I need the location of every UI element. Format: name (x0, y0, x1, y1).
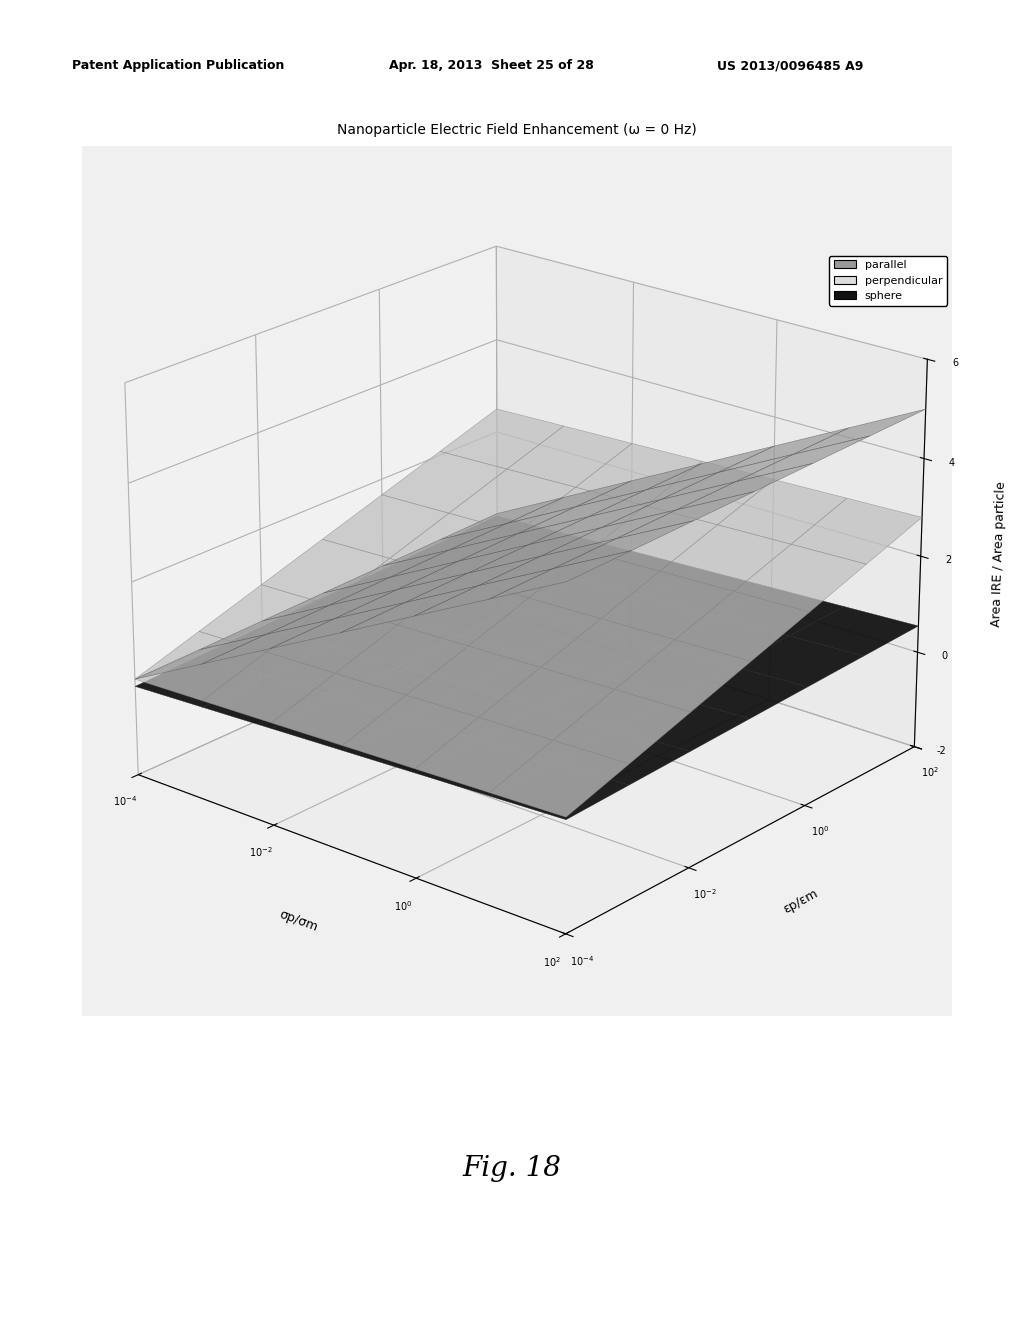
Legend: parallel, perpendicular, sphere: parallel, perpendicular, sphere (829, 256, 947, 306)
Text: Fig. 18: Fig. 18 (463, 1155, 561, 1181)
X-axis label: σp/σm: σp/σm (278, 908, 319, 935)
Text: Patent Application Publication: Patent Application Publication (72, 59, 284, 73)
Y-axis label: εp/εm: εp/εm (781, 887, 820, 916)
Title: Nanoparticle Electric Field Enhancement (ω = 0 Hz): Nanoparticle Electric Field Enhancement … (337, 124, 697, 137)
Text: US 2013/0096485 A9: US 2013/0096485 A9 (717, 59, 863, 73)
Text: Apr. 18, 2013  Sheet 25 of 28: Apr. 18, 2013 Sheet 25 of 28 (389, 59, 594, 73)
